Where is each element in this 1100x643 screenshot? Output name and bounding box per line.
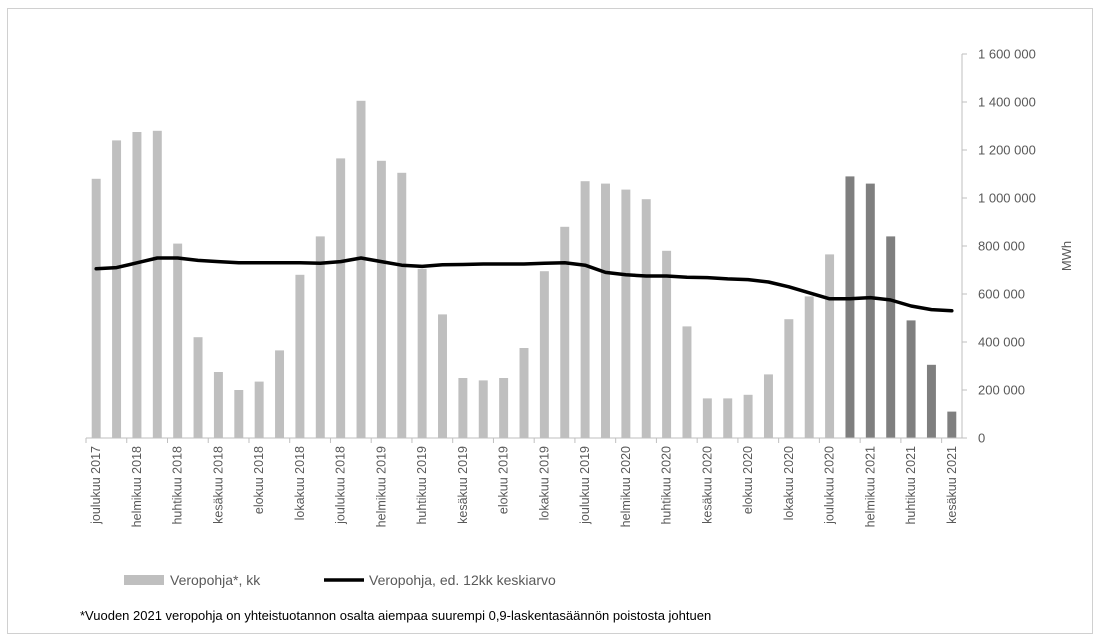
bar-lokakuu-2018	[295, 274, 305, 438]
x-tick-label: elokuu 2019	[497, 446, 511, 514]
x-tick-label: helmikuu 2018	[130, 446, 144, 527]
bar-toukokuu-2018	[193, 337, 203, 438]
bar-lokakuu-2019	[539, 271, 549, 438]
x-tick-label: kesäkuu 2021	[945, 446, 959, 524]
bar-huhtikuu-2020	[662, 250, 672, 438]
chart-frame	[7, 8, 1093, 634]
x-tick-label: helmikuu 2019	[374, 446, 388, 527]
series-line-keskiarvo	[94, 256, 954, 313]
bar-huhtikuu-2021	[906, 320, 916, 438]
bar-heinäkuu-2020	[723, 398, 733, 438]
x-tick-label: joulukuu 2017	[89, 446, 103, 525]
x-tick-label: lokakuu 2018	[293, 446, 307, 520]
bar-tammikuu-2019	[356, 100, 366, 439]
legend-label-line: Veropohja, ed. 12kk keskiarvo	[369, 572, 556, 588]
bar-helmikuu-2020	[621, 189, 631, 438]
bar-joulukuu-2019	[580, 181, 590, 438]
y-tick-label: 200 000	[978, 383, 1025, 398]
y-tick-label: 1 200 000	[978, 143, 1036, 158]
bar-marraskuu-2020	[804, 296, 814, 438]
x-tick-label: helmikuu 2021	[863, 446, 877, 527]
y-tick-label: 1 000 000	[978, 191, 1036, 206]
x-tick-label: elokuu 2018	[252, 446, 266, 514]
footnote: *Vuoden 2021 veropohja on yhteistuotanno…	[80, 608, 712, 623]
y-tick-label: 800 000	[978, 239, 1025, 254]
bar-toukokuu-2021	[926, 364, 936, 438]
bar-elokuu-2020	[743, 394, 753, 438]
bar-heinäkuu-2019	[478, 380, 488, 438]
bar-kesäkuu-2018	[213, 372, 223, 438]
x-tick-label: huhtikuu 2021	[904, 446, 918, 525]
bar-elokuu-2018	[254, 381, 264, 438]
x-tick-label: kesäkuu 2018	[211, 446, 225, 524]
y-tick-label: 600 000	[978, 287, 1025, 302]
x-tick-label: huhtikuu 2018	[171, 446, 185, 525]
x-tick-label: helmikuu 2020	[619, 446, 633, 527]
bar-marraskuu-2018	[315, 236, 325, 438]
bar-huhtikuu-2019	[417, 268, 427, 438]
bar-toukokuu-2019	[438, 314, 447, 438]
bar-maaliskuu-2019	[397, 172, 407, 439]
bar-joulukuu-2020	[825, 254, 835, 438]
bar-tammikuu-2020	[601, 183, 610, 438]
bar-joulukuu-2017	[91, 178, 101, 439]
bar-toukokuu-2020	[682, 326, 692, 438]
x-tick-label: lokakuu 2020	[782, 446, 796, 520]
bar-maaliskuu-2018	[152, 130, 162, 439]
y-axis-title: MWh	[1059, 241, 1074, 271]
y-tick-label: 400 000	[978, 335, 1025, 350]
bar-kesäkuu-2019	[458, 378, 468, 438]
x-tick-label: huhtikuu 2019	[415, 446, 429, 525]
y-tick-label: 1 600 000	[978, 47, 1036, 62]
bar-helmikuu-2018	[132, 132, 142, 438]
bar-tammikuu-2021	[845, 176, 855, 438]
bar-syyskuu-2020	[763, 374, 773, 438]
x-tick-label: kesäkuu 2020	[700, 446, 714, 524]
legend-swatch-bar	[124, 575, 164, 585]
bar-heinäkuu-2018	[234, 390, 244, 438]
bar-elokuu-2019	[499, 378, 509, 438]
x-tick-label: kesäkuu 2019	[456, 446, 470, 524]
bar-maaliskuu-2020	[641, 199, 651, 438]
bar-lokakuu-2020	[784, 319, 794, 438]
bar-helmikuu-2021	[865, 183, 875, 438]
bar-joulukuu-2018	[336, 158, 346, 438]
bar-kesäkuu-2020	[702, 398, 712, 438]
x-tick-label: joulukuu 2019	[578, 446, 592, 525]
bar-syyskuu-2018	[275, 350, 285, 438]
bar-kesäkuu-2021	[947, 411, 957, 438]
x-tick-label: joulukuu 2018	[334, 446, 348, 525]
bar-maaliskuu-2021	[886, 236, 896, 438]
legend-label-bar: Veropohja*, kk	[170, 572, 261, 588]
x-tick-label: huhtikuu 2020	[660, 446, 674, 525]
x-tick-label: joulukuu 2020	[823, 446, 837, 525]
bar-marraskuu-2019	[560, 226, 570, 438]
bar-huhtikuu-2018	[173, 243, 183, 438]
bar-helmikuu-2019	[376, 160, 386, 439]
y-tick-label: 0	[978, 431, 985, 446]
x-tick-label: lokakuu 2019	[537, 446, 551, 520]
bar-syyskuu-2019	[519, 348, 529, 438]
x-tick-label: elokuu 2020	[741, 446, 755, 514]
bar-tammikuu-2018	[112, 140, 122, 438]
y-tick-label: 1 400 000	[978, 95, 1036, 110]
